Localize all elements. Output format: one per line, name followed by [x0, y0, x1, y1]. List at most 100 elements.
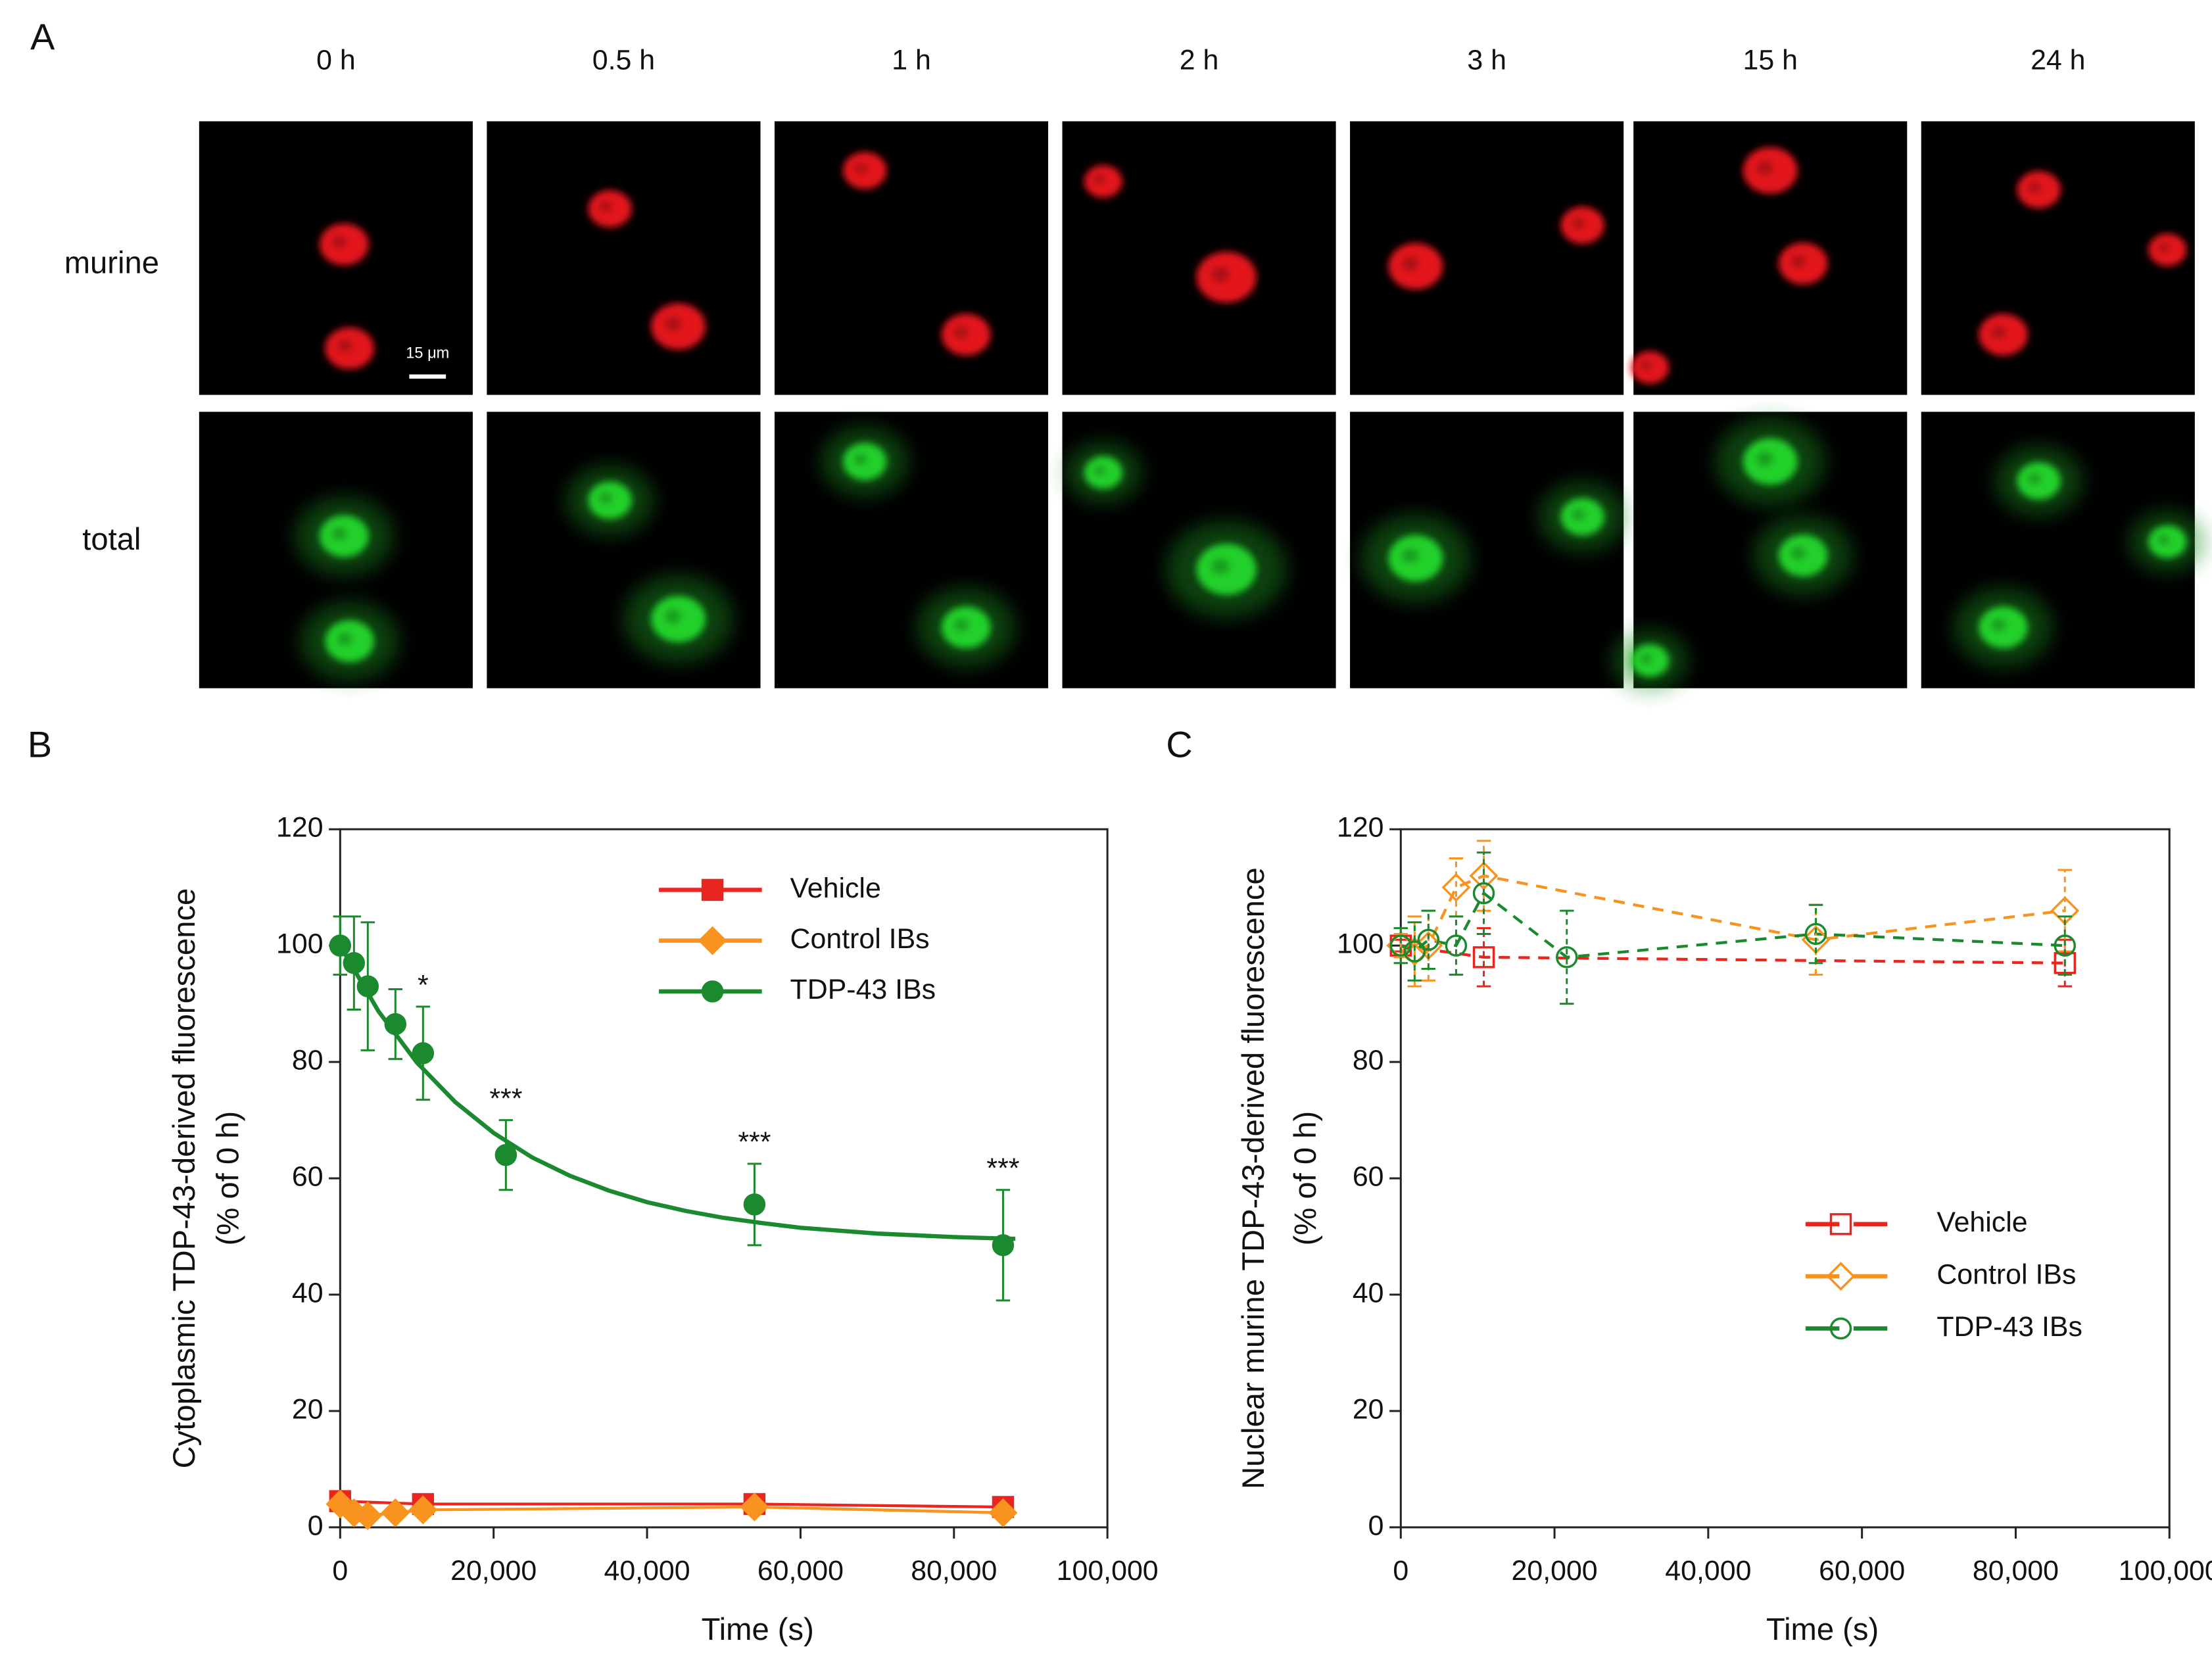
marker [1441, 873, 1471, 902]
nucleolus [1211, 266, 1230, 282]
nucleolus [1791, 254, 1806, 268]
nucleolus [337, 633, 352, 645]
legend-marker [1829, 1317, 1852, 1340]
y-tick-label: 40 [1353, 1277, 1384, 1308]
nucleolus [1756, 160, 1773, 175]
x-tick-label: 60,000 [1819, 1555, 1905, 1587]
panel-letter: B [28, 725, 52, 765]
x-tick-label: 80,000 [911, 1555, 997, 1587]
x-axis-title: Time (s) [702, 1612, 814, 1646]
marker [1389, 934, 1412, 957]
fit-curve [338, 944, 1016, 1241]
micrograph [1062, 121, 1336, 395]
marker [356, 975, 379, 997]
x-tick-label: 0 [1393, 1555, 1408, 1587]
marker [1417, 928, 1440, 951]
legend-label: Vehicle [1936, 1207, 2027, 1238]
marker [1804, 922, 1827, 945]
nucleolus [1756, 452, 1773, 466]
x-tick-label: 80,000 [1973, 1555, 2059, 1587]
marker [494, 1143, 517, 1166]
legend-marker [701, 878, 724, 901]
y-tick-label: 80 [292, 1044, 324, 1076]
legend-label: TDP-43 IBs [1936, 1311, 2082, 1343]
significance-label: *** [986, 1153, 1019, 1184]
nucleolus [953, 619, 969, 631]
y-axis-title: Cytoplasmic TDP-43-derived fluorescence [166, 888, 201, 1469]
marker [1445, 934, 1468, 957]
marker [2054, 934, 2077, 957]
y-tick-label: 120 [276, 812, 324, 844]
micrograph [1921, 121, 2195, 395]
nucleolus [598, 492, 612, 504]
legend-label: Control IBs [1936, 1258, 2076, 1290]
panel-letter: A [30, 16, 55, 57]
nucleolus [1402, 548, 1419, 563]
nucleolus [1094, 466, 1105, 476]
y-axis-title: Nuclear murine TDP-43-derived fluorescen… [1236, 867, 1270, 1489]
marker [988, 1498, 1018, 1527]
column-label: 2 h [1180, 45, 1219, 76]
x-tick-label: 0 [332, 1555, 348, 1587]
row-label: murine [64, 245, 159, 280]
marker [353, 1501, 383, 1531]
y-tick-label: 120 [1337, 812, 1384, 844]
column-label: 0.5 h [592, 45, 655, 76]
x-tick-label: 40,000 [1665, 1555, 1751, 1587]
marker [1472, 882, 1495, 905]
nucleolus [953, 325, 969, 339]
scale-bar-label: 15 μm [406, 345, 449, 362]
nucleolus [2157, 243, 2170, 253]
nucleolus [854, 454, 867, 465]
marker [1556, 946, 1578, 969]
legend-label: Vehicle [790, 873, 881, 904]
marker [992, 1234, 1015, 1256]
nucleolus [1572, 217, 1585, 229]
nucleolus [854, 162, 867, 174]
marker [384, 1013, 407, 1036]
nucleolus [1094, 174, 1105, 185]
y-tick-label: 40 [292, 1277, 324, 1308]
y-tick-label: 0 [1368, 1510, 1384, 1541]
x-tick-label: 20,000 [450, 1555, 537, 1587]
nucleolus [664, 610, 681, 623]
micrograph [487, 121, 761, 395]
x-tick-label: 40,000 [604, 1555, 690, 1587]
series-line [340, 1499, 1003, 1509]
x-axis-title: Time (s) [1766, 1612, 1879, 1646]
nucleolus [2157, 535, 2170, 545]
series-line [1400, 874, 2065, 953]
y-tick-label: 100 [276, 928, 324, 959]
legend-label: Control IBs [790, 923, 930, 955]
nucleolus [2028, 181, 2042, 193]
nucleolus [2028, 473, 2042, 485]
nucleolus [331, 527, 347, 540]
y-tick-label: 80 [1353, 1044, 1384, 1076]
column-label: 0 h [316, 45, 356, 76]
marker [1472, 946, 1495, 969]
y-tick-label: 20 [292, 1393, 324, 1425]
y-axis-title: (% of 0 h) [1287, 1111, 1322, 1246]
plot-frame [339, 828, 1109, 1529]
nucleolus [337, 339, 352, 352]
y-tick-label: 20 [1353, 1393, 1384, 1425]
y-tick-label: 100 [1337, 928, 1384, 959]
column-label: 15 h [1743, 45, 1798, 76]
nucleolus [598, 201, 612, 212]
legend-marker [701, 980, 724, 1003]
nucleolus [1990, 325, 2006, 339]
marker [381, 1498, 410, 1527]
legend-label: TDP-43 IBs [790, 974, 936, 1005]
marker [740, 1493, 769, 1521]
marker [408, 1495, 438, 1525]
series-line [1400, 891, 2065, 959]
significance-label: * [418, 969, 429, 1001]
nucleolus [331, 235, 347, 249]
nucleolus [1402, 256, 1419, 271]
y-axis-title: (% of 0 h) [210, 1111, 245, 1246]
y-tick-label: 0 [308, 1510, 324, 1541]
row-label: total [82, 521, 141, 556]
nucleolus [1640, 654, 1652, 664]
x-tick-label: 100,000 [2119, 1555, 2212, 1587]
y-tick-label: 60 [292, 1160, 324, 1192]
